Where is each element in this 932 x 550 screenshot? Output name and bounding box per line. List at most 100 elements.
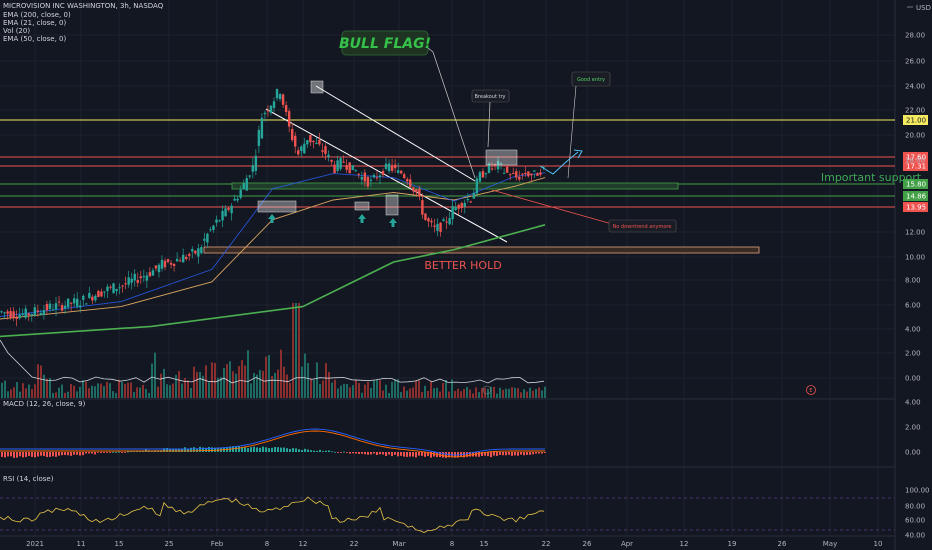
time-tick: 25 bbox=[165, 540, 174, 548]
macd-hist-bar bbox=[268, 448, 270, 452]
macd-hist-bar bbox=[49, 452, 51, 457]
candle-body bbox=[348, 162, 351, 174]
volume-bar bbox=[40, 365, 42, 398]
ema-200-line bbox=[0, 224, 546, 338]
up-arrow-icon bbox=[358, 214, 366, 223]
price-tick: 4.00 bbox=[905, 326, 921, 334]
macd-hist-bar bbox=[22, 452, 24, 458]
volume-bar bbox=[436, 387, 438, 398]
candle-body bbox=[106, 286, 109, 292]
candle-body bbox=[512, 173, 515, 175]
volume-bar bbox=[64, 392, 66, 398]
volume-bar bbox=[127, 382, 129, 398]
macd-hist-bar bbox=[337, 452, 339, 453]
volume-bar bbox=[232, 371, 234, 398]
candle-body bbox=[439, 222, 442, 232]
candle-body bbox=[460, 203, 463, 208]
earnings-marker[interactable] bbox=[806, 385, 816, 395]
candle-body bbox=[82, 295, 85, 300]
macd-hist-bar bbox=[43, 452, 45, 457]
time-tick: 19 bbox=[728, 540, 737, 548]
candle-body bbox=[39, 312, 43, 315]
bull-flag-callout bbox=[341, 30, 429, 56]
volume-bar bbox=[85, 381, 87, 398]
macd-hist-bar bbox=[1, 452, 3, 457]
macd-hist-bar bbox=[466, 452, 468, 457]
time-axis[interactable]: 2021 11 15 25 Feb 8 12 22 Mar 8 15 22 26 Apr 12 19 26 May… bbox=[26, 540, 882, 548]
time-tick: Feb bbox=[211, 540, 224, 548]
grid bbox=[0, 0, 895, 536]
volume-bar bbox=[163, 368, 165, 398]
volume-bar bbox=[460, 391, 462, 398]
volume-bar bbox=[367, 381, 369, 398]
macd-hist-bar bbox=[163, 448, 165, 452]
volume-bar bbox=[166, 384, 168, 398]
candle-body bbox=[542, 166, 545, 168]
rsi-line bbox=[0, 496, 545, 533]
macd-hist-bar bbox=[211, 447, 213, 452]
candle-body bbox=[115, 288, 118, 292]
volume-bar bbox=[511, 386, 513, 398]
candle-body bbox=[30, 314, 33, 316]
candle-body bbox=[330, 159, 333, 162]
volume-bar bbox=[244, 365, 246, 398]
candle-body bbox=[309, 134, 312, 143]
volume-bar bbox=[274, 372, 276, 398]
macd-hist-bar bbox=[424, 452, 426, 457]
candle-body bbox=[218, 220, 221, 222]
candle-body bbox=[221, 210, 224, 221]
macd-hist-bar bbox=[307, 449, 309, 452]
candle-body bbox=[284, 104, 288, 113]
macd-hist-bar bbox=[502, 452, 504, 456]
macd-hist-bar bbox=[292, 448, 294, 452]
volume-bar bbox=[481, 388, 483, 398]
macd-hist-bar bbox=[40, 452, 42, 456]
candle-body bbox=[230, 205, 233, 214]
volume-bar bbox=[58, 387, 60, 398]
highlight-box-3 bbox=[385, 194, 399, 216]
volume-bar bbox=[235, 373, 237, 398]
candle-body bbox=[15, 317, 18, 320]
volume-bar bbox=[187, 380, 189, 398]
price-axis[interactable]: 28.00 26.00 24.00 22.00 20.00 18.00 12.00 10.00… bbox=[905, 32, 925, 383]
candle-body bbox=[79, 305, 82, 308]
macd-hist-bar bbox=[124, 452, 126, 453]
macd-hist-bar bbox=[328, 450, 330, 452]
macd-tick: 0.00 bbox=[905, 449, 921, 457]
candle-body bbox=[427, 218, 430, 222]
candle-body bbox=[363, 172, 367, 182]
volume-bar bbox=[298, 303, 300, 398]
candle-body bbox=[163, 260, 167, 268]
candle-body bbox=[185, 257, 188, 260]
candle-body bbox=[351, 165, 354, 170]
macd-hist-bar bbox=[397, 452, 399, 457]
level-tag bbox=[903, 152, 928, 162]
volume-bar bbox=[124, 383, 126, 398]
no-downtrend-callout bbox=[608, 219, 677, 233]
volume-bar bbox=[172, 383, 174, 398]
macd-hist-bar bbox=[4, 452, 6, 458]
volume-bar bbox=[328, 371, 330, 398]
macd-hist-bar bbox=[136, 451, 138, 452]
macd-hist-bar bbox=[469, 452, 471, 457]
candle-body bbox=[281, 94, 285, 105]
macd-hist-bar bbox=[253, 446, 255, 452]
volume-bar bbox=[145, 388, 147, 398]
candle-body bbox=[384, 163, 388, 169]
candle-body bbox=[130, 278, 133, 283]
volume-bar bbox=[100, 383, 102, 398]
price-tick: 6.00 bbox=[905, 302, 921, 310]
volume-bar bbox=[517, 388, 519, 398]
volume-bar bbox=[226, 364, 228, 398]
macd-hist-bar bbox=[310, 450, 312, 452]
projection-arrow-icon bbox=[573, 149, 583, 159]
macd-hist-bar bbox=[403, 452, 405, 457]
volume-bar bbox=[7, 391, 9, 398]
candle-body bbox=[457, 204, 460, 209]
volume-bar bbox=[343, 383, 345, 398]
volume-bar bbox=[55, 392, 57, 398]
volume-bar bbox=[112, 391, 114, 398]
macd-hist-bar bbox=[409, 452, 411, 457]
volume-bar bbox=[46, 378, 48, 398]
